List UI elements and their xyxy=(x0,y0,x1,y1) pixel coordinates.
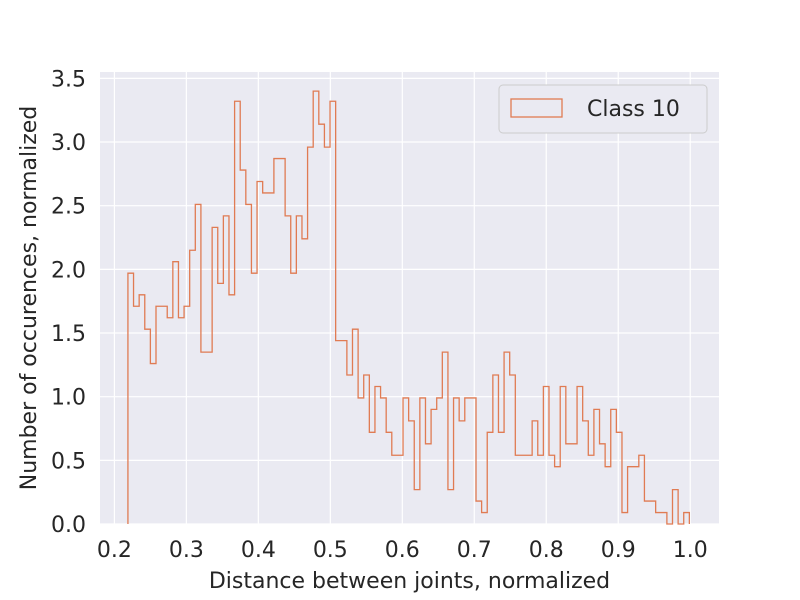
legend-swatch xyxy=(510,98,563,118)
legend-box xyxy=(498,84,708,134)
y-gridlines xyxy=(100,77,719,525)
plot-background xyxy=(100,72,719,524)
x-tick-label: 0.2 xyxy=(97,538,132,563)
y-tick-label: 0.0 xyxy=(51,513,86,538)
x-tick-label: 0.9 xyxy=(601,538,636,563)
x-tick-label: 0.7 xyxy=(457,538,492,563)
y-tick-label: 2.5 xyxy=(51,195,86,220)
y-tick-label: 0.5 xyxy=(51,449,86,474)
legend: Class 10 xyxy=(498,84,708,134)
x-tick-label: 0.4 xyxy=(241,538,276,563)
y-tick-label: 1.0 xyxy=(51,386,86,411)
y-tick-label: 1.5 xyxy=(51,322,86,347)
x-tick-label: 0.5 xyxy=(313,538,348,563)
y-tick-label: 2.0 xyxy=(51,258,86,283)
x-tick-label: 0.6 xyxy=(385,538,420,563)
x-tick-label: 0.3 xyxy=(169,538,204,563)
y-tick-labels: 0.0 0.5 1.0 1.5 2.0 2.5 3.0 3.5 xyxy=(51,67,86,538)
x-tick-label: 1.0 xyxy=(673,538,708,563)
x-tick-labels: 0.2 0.3 0.4 0.5 0.6 0.7 0.8 0.9 1.0 xyxy=(97,538,708,563)
legend-label: Class 10 xyxy=(587,97,680,122)
x-tick-label: 0.8 xyxy=(529,538,564,563)
y-tick-label: 3.0 xyxy=(51,131,86,156)
x-axis-label: Distance between joints, normalized xyxy=(209,569,610,594)
y-axis-label: Number of occurences, normalized xyxy=(17,106,42,491)
histogram-step-line xyxy=(127,90,690,525)
y-tick-label: 3.5 xyxy=(51,67,86,92)
